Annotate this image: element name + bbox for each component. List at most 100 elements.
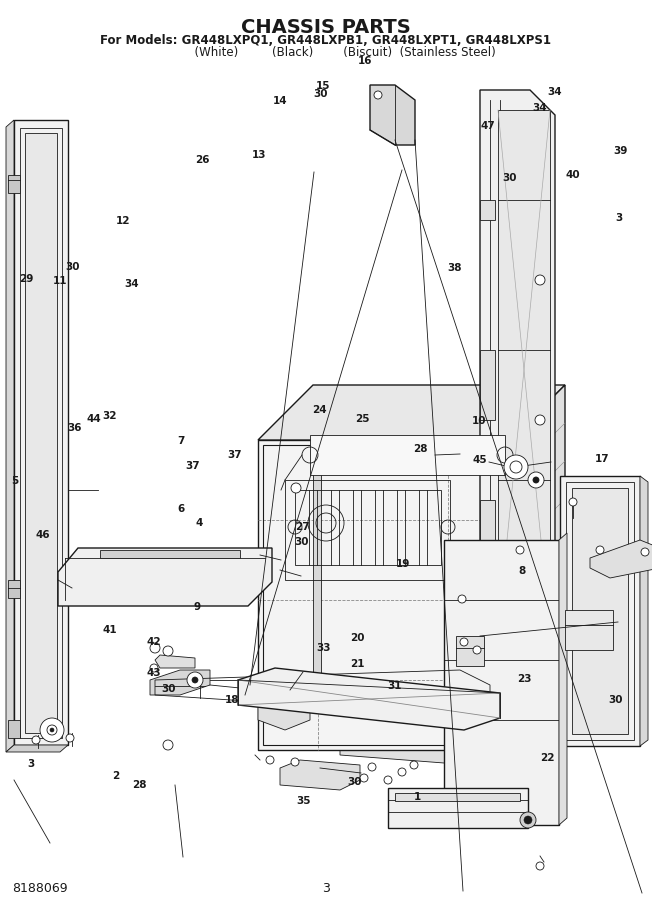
- Bar: [470, 636, 505, 676]
- Circle shape: [384, 776, 392, 784]
- Text: 46: 46: [35, 529, 50, 540]
- Circle shape: [520, 812, 536, 828]
- Circle shape: [291, 758, 299, 766]
- Bar: [8, 720, 20, 738]
- Polygon shape: [258, 680, 310, 730]
- Polygon shape: [559, 533, 567, 825]
- Bar: [361, 490, 375, 565]
- Text: 30: 30: [348, 777, 362, 788]
- Text: 22: 22: [541, 752, 555, 763]
- Polygon shape: [258, 385, 565, 440]
- Polygon shape: [480, 350, 495, 420]
- Circle shape: [47, 725, 57, 735]
- Text: 3: 3: [27, 759, 35, 769]
- Text: 19: 19: [396, 559, 410, 570]
- Text: 23: 23: [518, 673, 532, 684]
- Bar: [560, 476, 640, 746]
- Text: 41: 41: [102, 625, 117, 635]
- Bar: [388, 788, 528, 828]
- Text: 14: 14: [273, 95, 288, 106]
- Bar: [8, 580, 20, 598]
- Text: 28: 28: [413, 444, 427, 454]
- Polygon shape: [590, 540, 652, 578]
- Bar: [565, 610, 613, 650]
- Bar: [498, 110, 550, 630]
- Text: 24: 24: [312, 405, 327, 416]
- Circle shape: [360, 774, 368, 782]
- Bar: [313, 470, 321, 710]
- Text: 18: 18: [225, 695, 239, 706]
- Circle shape: [460, 638, 468, 646]
- Bar: [20, 128, 62, 738]
- Text: 4: 4: [195, 518, 203, 528]
- Polygon shape: [640, 476, 648, 746]
- Bar: [566, 482, 634, 740]
- Circle shape: [150, 664, 158, 672]
- Text: 2: 2: [112, 770, 120, 781]
- Text: 33: 33: [316, 643, 331, 653]
- Text: 34: 34: [125, 279, 139, 290]
- Text: 47: 47: [481, 121, 495, 131]
- Polygon shape: [280, 760, 360, 790]
- Polygon shape: [6, 120, 14, 752]
- Circle shape: [398, 768, 406, 776]
- Text: 21: 21: [350, 659, 364, 670]
- Bar: [427, 490, 441, 565]
- Circle shape: [504, 455, 528, 479]
- Circle shape: [473, 646, 481, 654]
- Circle shape: [163, 740, 173, 750]
- Text: 17: 17: [595, 454, 610, 464]
- Text: 3: 3: [322, 881, 330, 895]
- Text: 8188069: 8188069: [12, 881, 68, 895]
- Text: 42: 42: [147, 636, 161, 647]
- Bar: [25, 133, 57, 733]
- Circle shape: [66, 734, 74, 742]
- Text: 31: 31: [387, 680, 402, 691]
- Text: 44: 44: [87, 414, 101, 425]
- Text: 36: 36: [68, 423, 82, 434]
- Circle shape: [524, 816, 532, 824]
- Text: 12: 12: [115, 216, 130, 227]
- Circle shape: [569, 498, 577, 506]
- Text: 27: 27: [295, 522, 310, 533]
- Bar: [444, 540, 559, 825]
- Circle shape: [535, 275, 545, 285]
- Polygon shape: [238, 668, 500, 730]
- Polygon shape: [150, 670, 210, 695]
- Circle shape: [150, 643, 160, 653]
- Text: 16: 16: [358, 56, 372, 67]
- Circle shape: [533, 477, 539, 483]
- Text: 5: 5: [10, 475, 18, 486]
- Text: 30: 30: [314, 88, 328, 99]
- Text: 34: 34: [547, 86, 561, 97]
- Text: 3: 3: [615, 212, 623, 223]
- Text: 30: 30: [608, 695, 623, 706]
- Polygon shape: [6, 745, 68, 752]
- Polygon shape: [510, 385, 565, 750]
- Bar: [258, 440, 510, 750]
- Polygon shape: [430, 715, 515, 737]
- Bar: [339, 490, 353, 565]
- Bar: [8, 175, 20, 193]
- Text: 10: 10: [471, 416, 486, 427]
- Text: 29: 29: [19, 274, 33, 284]
- Bar: [317, 490, 331, 565]
- Text: 45: 45: [473, 454, 487, 465]
- Text: 11: 11: [53, 275, 67, 286]
- Circle shape: [458, 595, 466, 603]
- Polygon shape: [14, 120, 68, 745]
- Polygon shape: [430, 723, 515, 745]
- Text: 13: 13: [252, 149, 267, 160]
- Text: 30: 30: [161, 684, 175, 695]
- Bar: [100, 550, 240, 558]
- Text: 38: 38: [447, 263, 462, 274]
- Bar: [263, 445, 505, 745]
- Bar: [295, 490, 309, 565]
- Circle shape: [410, 761, 418, 769]
- Circle shape: [596, 546, 604, 554]
- Bar: [395, 793, 520, 801]
- Bar: [310, 435, 505, 475]
- Polygon shape: [155, 655, 195, 668]
- Circle shape: [536, 862, 544, 870]
- Text: 32: 32: [102, 410, 117, 421]
